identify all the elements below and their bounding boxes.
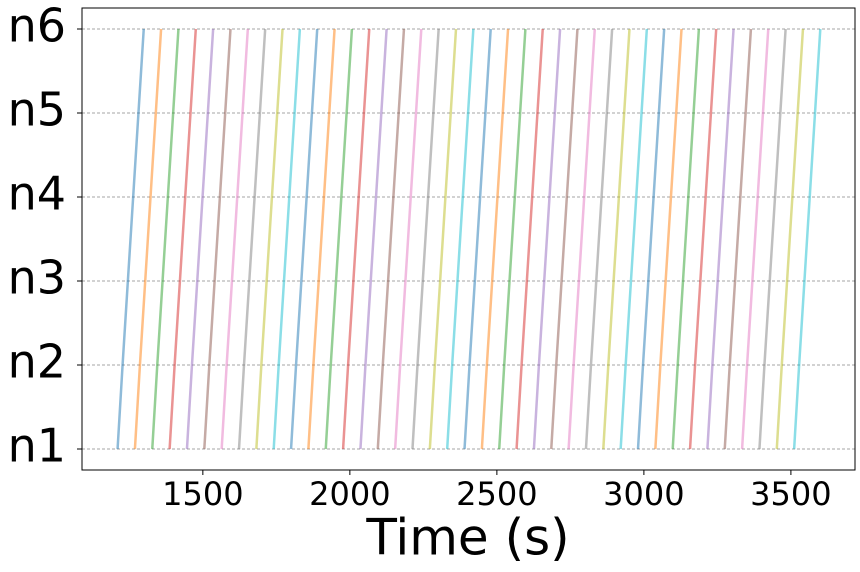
- trajectory: [497, 28, 527, 450]
- trajectory: [185, 28, 215, 450]
- trajectory: [428, 28, 458, 450]
- trajectory: [550, 28, 579, 450]
- trajectory: [636, 28, 666, 450]
- trajectory: [688, 28, 718, 450]
- trajectory: [532, 28, 562, 450]
- trajectory: [151, 28, 180, 450]
- trajectory: [220, 28, 250, 450]
- y-tick-label: n5: [8, 83, 66, 137]
- trajectory: [584, 28, 614, 450]
- trajectory: [341, 28, 371, 450]
- x-tick-label: 2500: [456, 475, 537, 513]
- trajectory: [775, 28, 805, 450]
- trajectory: [463, 28, 492, 450]
- trajectory: [654, 28, 683, 450]
- trajectory: [515, 28, 544, 450]
- trajectory: [376, 28, 406, 450]
- trajectory: [133, 28, 163, 450]
- trajectory: [445, 28, 475, 450]
- trajectory: [359, 28, 388, 450]
- trajectory: [671, 28, 701, 450]
- trajectory: [324, 28, 354, 450]
- trajectory: [411, 28, 440, 450]
- trajectory: [116, 28, 145, 450]
- x-tick-label: 2000: [309, 475, 390, 513]
- trajectory: [723, 28, 753, 450]
- y-tick-label: n1: [8, 419, 66, 473]
- trajectory: [307, 28, 336, 450]
- y-tick-label: n2: [8, 335, 66, 389]
- trajectory: [480, 28, 510, 450]
- y-tick-label: n3: [8, 251, 66, 305]
- x-tick-label: 1500: [162, 475, 243, 513]
- x-tick-label: 3500: [750, 475, 831, 513]
- x-axis-label: Time (s): [365, 509, 569, 567]
- y-tick-label: n6: [8, 0, 66, 53]
- trajectory: [272, 28, 302, 450]
- trajectory: [740, 28, 770, 450]
- trajectory: [758, 28, 787, 450]
- trajectory: [289, 28, 319, 450]
- trajectory: [706, 28, 735, 450]
- trajectory: [203, 28, 232, 450]
- trajectory: [792, 28, 822, 450]
- trajectory: [237, 28, 267, 450]
- x-tick-label: 3000: [603, 475, 684, 513]
- y-tick-label: n4: [8, 167, 66, 221]
- trajectory: [168, 28, 198, 450]
- trajectory: [255, 28, 284, 450]
- trajectory: [393, 28, 423, 450]
- plot-frame: [81, 7, 856, 471]
- trajectory: [567, 28, 597, 450]
- trajectory: [619, 28, 649, 450]
- trajectory: [602, 28, 631, 450]
